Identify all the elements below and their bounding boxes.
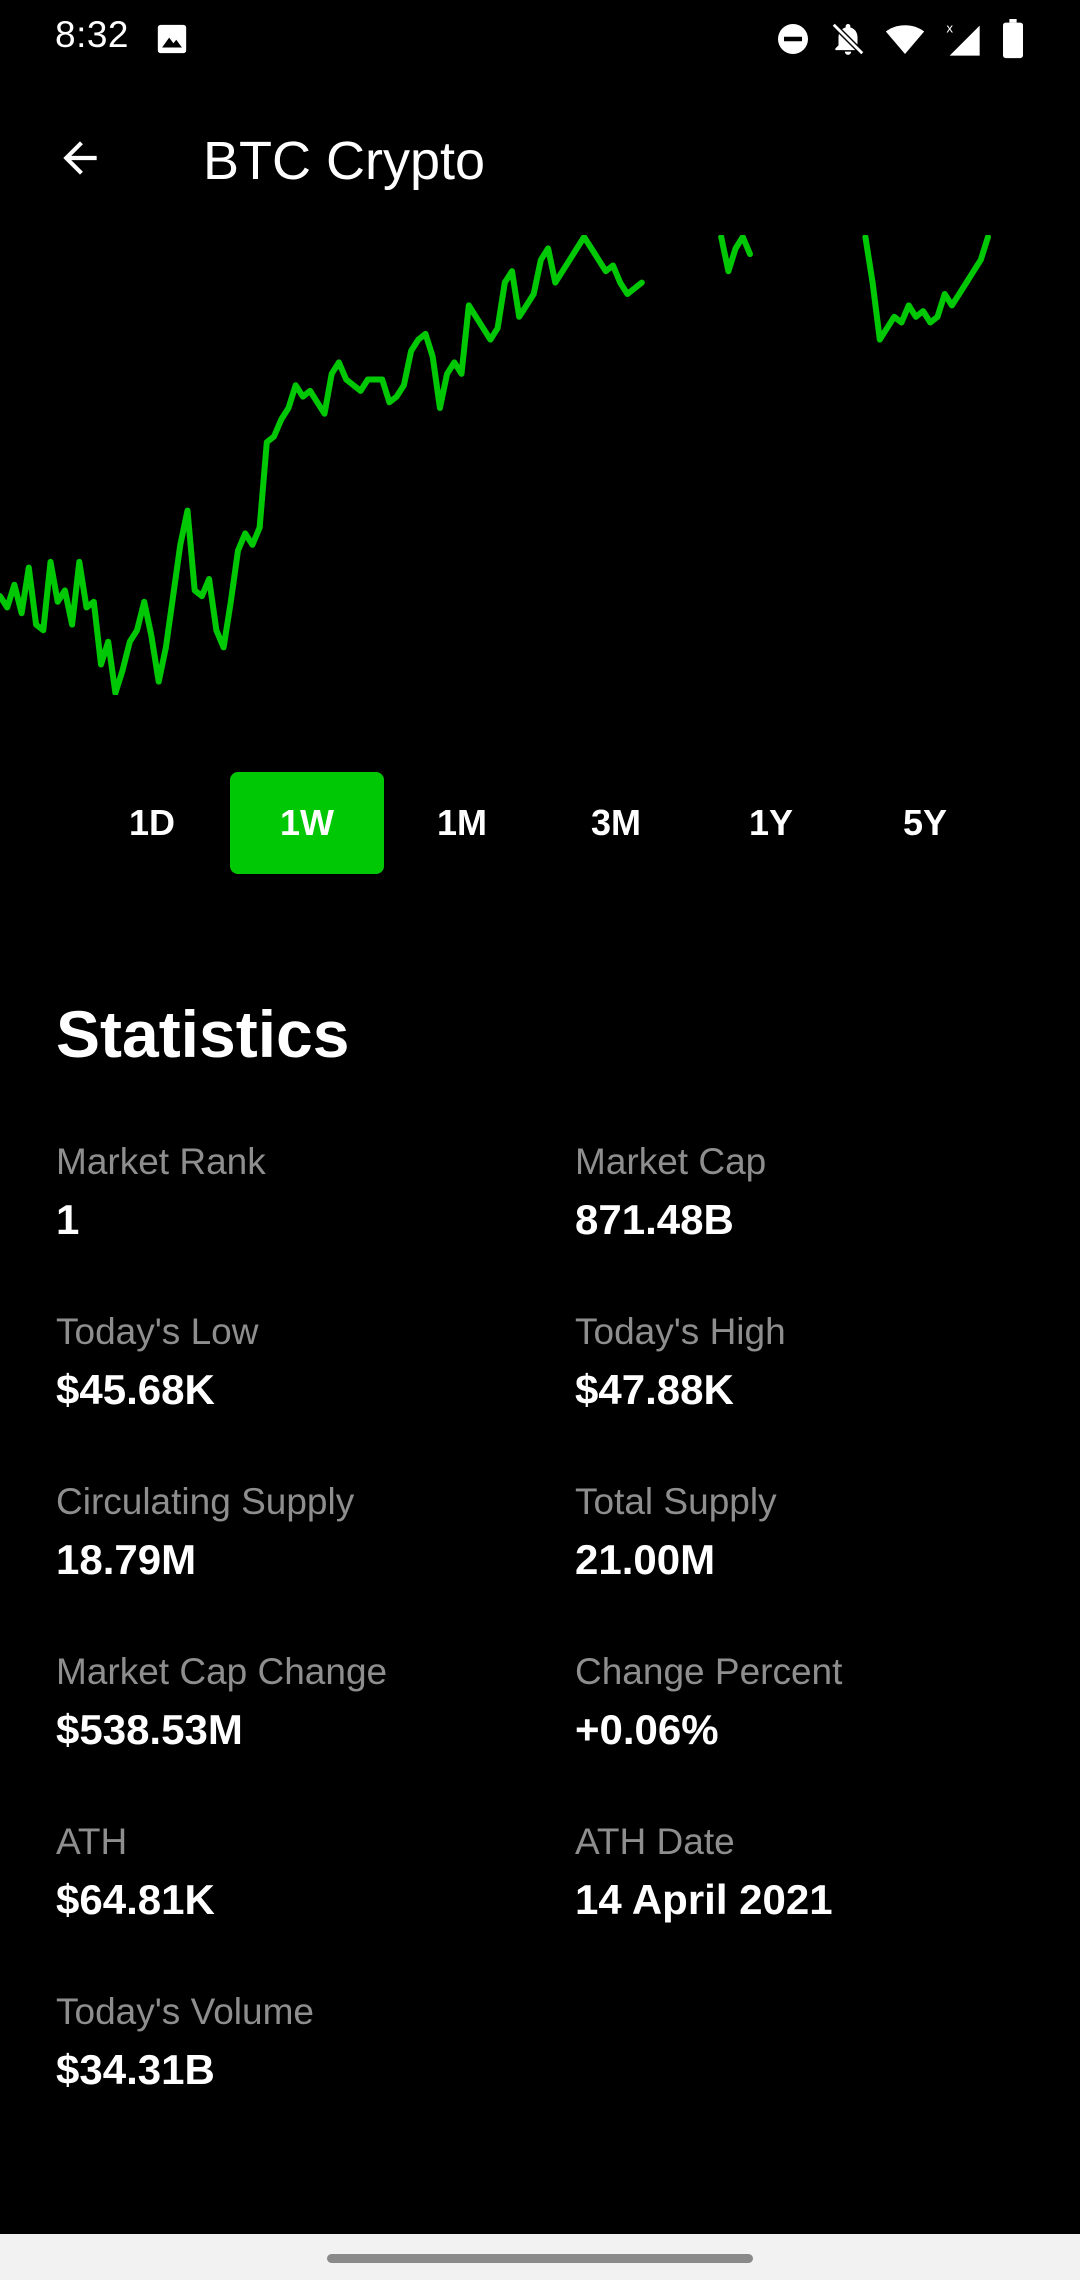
stat-ath: ATH $64.81K bbox=[56, 1818, 536, 1928]
range-tab-3m[interactable]: 3M bbox=[590, 802, 641, 843]
stat-total-supply: Total Supply 21.00M bbox=[575, 1478, 1055, 1588]
stat-todays-high: Today's High $47.88K bbox=[575, 1308, 1055, 1418]
stat-circulating-supply: Circulating Supply 18.79M bbox=[56, 1478, 536, 1588]
range-tab-1m[interactable]: 1M bbox=[436, 802, 487, 843]
stat-value: +0.06% bbox=[575, 1706, 719, 1753]
battery-icon bbox=[1001, 19, 1025, 59]
svg-text:x: x bbox=[946, 20, 953, 35]
stat-label: Total Supply bbox=[575, 1481, 777, 1522]
stat-market-rank: Market Rank 1 bbox=[56, 1138, 536, 1248]
stat-value: 14 April 2021 bbox=[575, 1876, 833, 1923]
stat-value: $538.53M bbox=[56, 1706, 243, 1753]
stat-change-percent: Change Percent +0.06% bbox=[575, 1648, 1055, 1758]
back-button[interactable] bbox=[40, 118, 120, 198]
stat-value: 18.79M bbox=[56, 1536, 197, 1583]
stat-market-cap-change: Market Cap Change $538.53M bbox=[56, 1648, 536, 1758]
stat-label: Market Cap bbox=[575, 1141, 767, 1182]
range-tab-5y[interactable]: 5Y bbox=[902, 802, 948, 843]
system-nav-bar bbox=[0, 2234, 1080, 2280]
stat-label: Market Rank bbox=[56, 1141, 266, 1182]
stat-label: Circulating Supply bbox=[56, 1481, 355, 1522]
stat-label: Today's High bbox=[575, 1311, 786, 1352]
price-line-segment-0-0 bbox=[0, 235, 645, 695]
stat-label: Change Percent bbox=[575, 1651, 843, 1692]
signal-icon: x bbox=[943, 19, 983, 59]
stat-label: Today's Volume bbox=[56, 1991, 314, 2032]
price-chart bbox=[0, 235, 1080, 695]
dnd-icon bbox=[775, 21, 811, 57]
range-tab-1y[interactable]: 1Y bbox=[748, 802, 794, 843]
stat-value: 871.48B bbox=[575, 1196, 734, 1243]
stat-label: Today's Low bbox=[56, 1311, 259, 1352]
stat-label: ATH Date bbox=[575, 1821, 735, 1862]
notifications-off-icon bbox=[829, 20, 867, 58]
statistics-heading: Statistics bbox=[56, 997, 350, 1071]
stat-todays-volume: Today's Volume $34.31B bbox=[56, 1988, 536, 2098]
arrow-back-icon bbox=[63, 141, 97, 175]
status-icons: x bbox=[775, 16, 1025, 62]
stat-value: 21.00M bbox=[575, 1536, 716, 1583]
stat-market-cap: Market Cap 871.48B bbox=[575, 1138, 1055, 1248]
stat-value: $64.81K bbox=[56, 1876, 215, 1923]
range-tab-1d[interactable]: 1D bbox=[128, 802, 176, 843]
stat-label: Market Cap Change bbox=[56, 1651, 388, 1692]
stat-value: $45.68K bbox=[56, 1366, 215, 1413]
range-tab-1w[interactable]: 1W bbox=[230, 772, 384, 874]
stat-value: $47.88K bbox=[575, 1366, 734, 1413]
price-line-segment-0-1 bbox=[718, 235, 753, 275]
home-gesture-handle[interactable] bbox=[327, 2254, 753, 2263]
stat-label: ATH bbox=[56, 1821, 128, 1862]
wifi-icon bbox=[885, 21, 925, 57]
stat-value: 1 bbox=[56, 1196, 80, 1243]
price-line-segment-0-2 bbox=[862, 235, 991, 343]
status-bar: 8:32 x bbox=[0, 0, 1080, 80]
status-time: 8:32 bbox=[55, 14, 130, 55]
app-bar: BTC Crypto bbox=[0, 100, 1080, 220]
stat-todays-low: Today's Low $45.68K bbox=[56, 1308, 536, 1418]
stat-value: $34.31B bbox=[56, 2046, 215, 2093]
page-title: BTC Crypto bbox=[203, 131, 486, 191]
range-tabs: 1D 1W 1M 3M 1Y 5Y bbox=[75, 772, 1075, 874]
image-icon bbox=[155, 22, 189, 56]
stat-ath-date: ATH Date 14 April 2021 bbox=[575, 1818, 1055, 1928]
